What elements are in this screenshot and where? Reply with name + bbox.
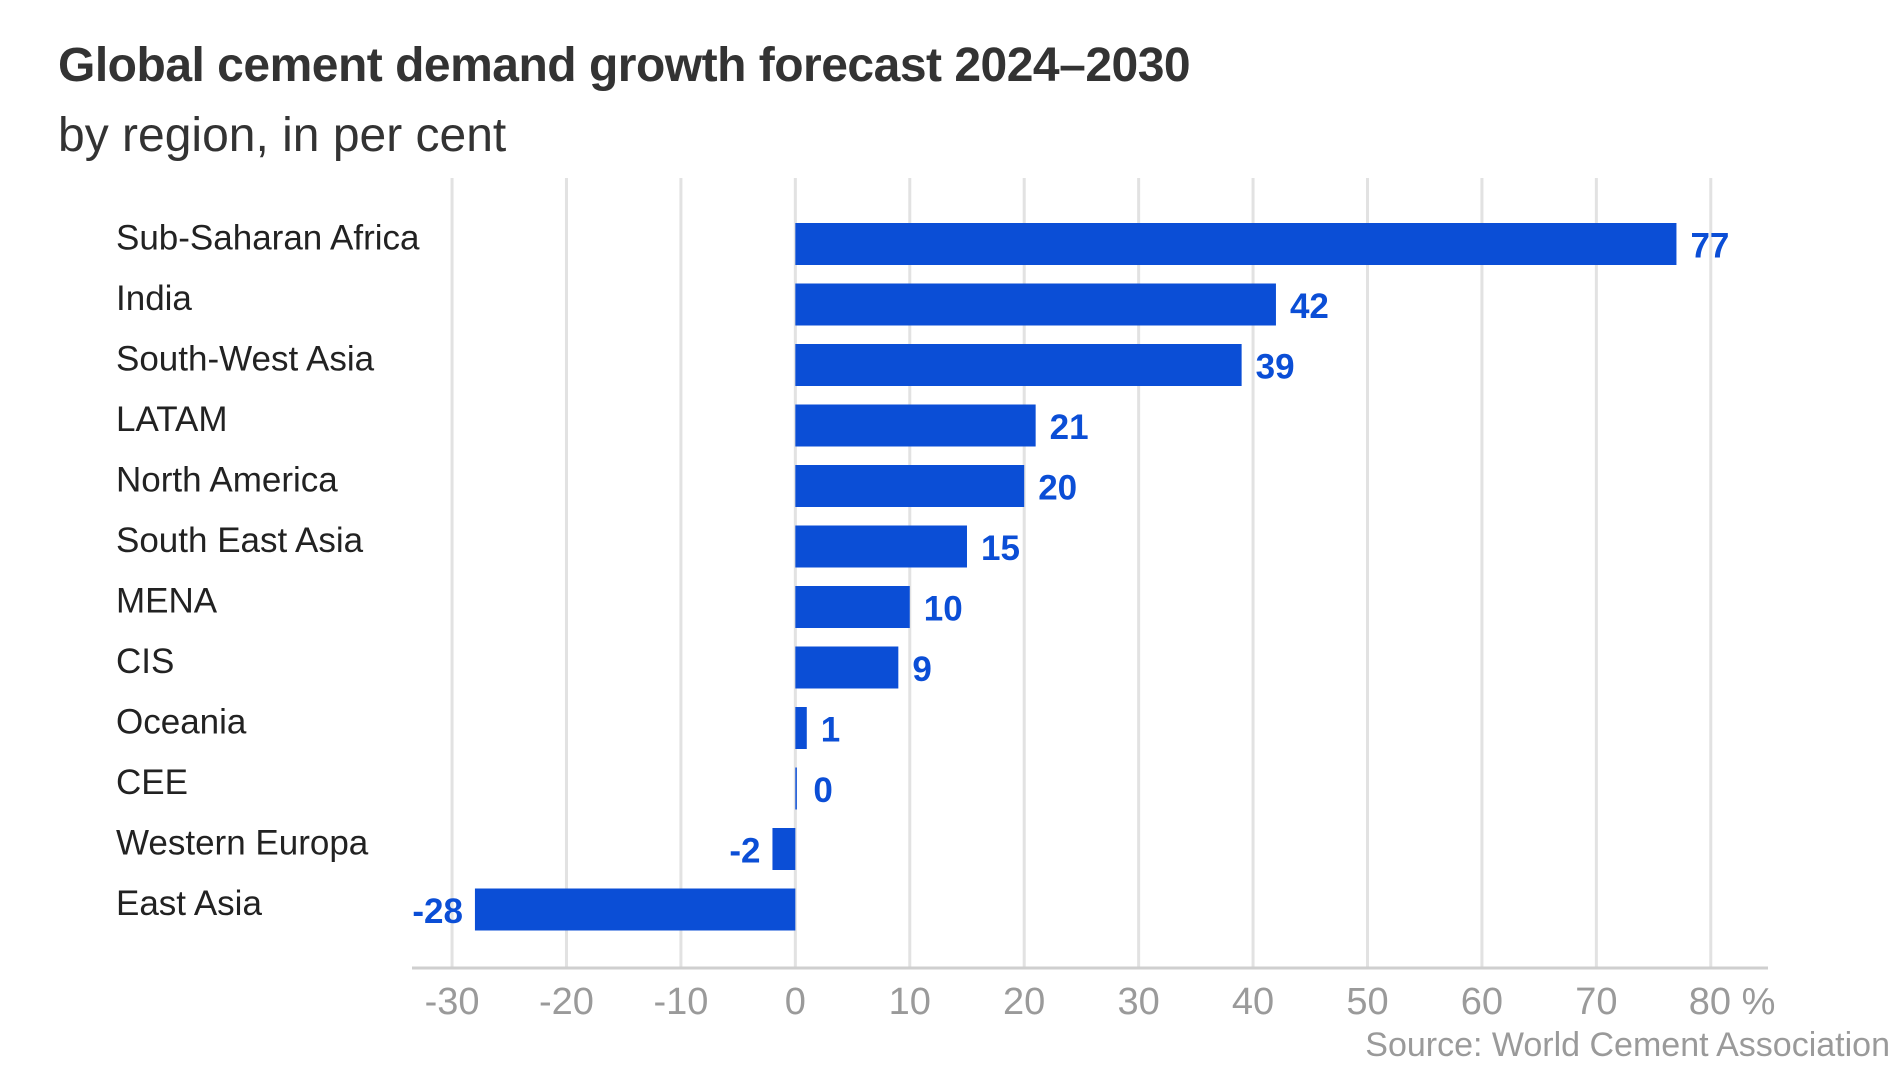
category-label: Sub-Saharan Africa [116,218,420,257]
category-label: South East Asia [116,521,364,560]
bar [795,586,910,628]
category-label: Oceania [116,702,247,741]
bar [474,888,796,931]
value-label: 39 [1256,347,1295,386]
bar [795,223,1677,265]
category-label: MENA [116,581,218,620]
chart-title: Global cement demand growth forecast 202… [58,39,1191,92]
category-label: East Asia [116,884,262,923]
value-label: 77 [1690,226,1729,265]
x-tick-label: 80 % [1689,981,1776,1023]
bar [795,707,807,749]
category-labels: Sub-Saharan Africa India South-West Asia LA… [116,218,420,923]
value-label: 1 [821,710,840,749]
category-label: North America [116,460,338,499]
category-label: CEE [116,763,188,802]
bar [795,344,1242,386]
source-note: Source: World Cement Association [1365,1026,1890,1064]
x-tick-label: 40 [1232,981,1274,1023]
x-tick-label: 20 [1003,981,1045,1023]
x-tick-label: 60 [1461,981,1503,1023]
x-tick-label: -10 [653,981,708,1023]
value-label: 0 [813,771,832,810]
bars [474,223,1677,931]
value-label: 42 [1290,287,1329,326]
value-label: 10 [924,589,963,628]
bar [772,828,796,870]
x-tick-label: -30 [425,981,480,1023]
value-label: 9 [912,650,931,689]
bar [795,404,1036,447]
value-label: 15 [981,529,1020,568]
category-label: CIS [116,642,174,681]
tick-labels: -30 -20 -10 0 10 20 30 40 50 60 70 80 % [425,981,1776,1023]
category-label: South-West Asia [116,339,375,378]
x-tick-label: 70 [1575,981,1617,1023]
category-label: Western Europa [116,823,369,862]
x-tick-label: 0 [785,981,806,1023]
category-label: India [116,279,192,318]
bar [795,646,899,689]
x-tick-label: -20 [539,981,594,1023]
value-label: -2 [729,831,760,870]
value-label: -28 [412,892,463,931]
bar [795,767,797,810]
category-label: LATAM [116,400,228,439]
chart-subtitle: by region, in per cent [58,109,507,162]
value-label: 20 [1038,468,1077,507]
bar [795,465,1025,507]
bar [795,525,967,568]
bar [795,283,1276,326]
x-tick-label: 30 [1117,981,1159,1023]
value-label: 21 [1050,408,1089,447]
x-tick-label: 50 [1346,981,1388,1023]
x-tick-label: 10 [889,981,931,1023]
